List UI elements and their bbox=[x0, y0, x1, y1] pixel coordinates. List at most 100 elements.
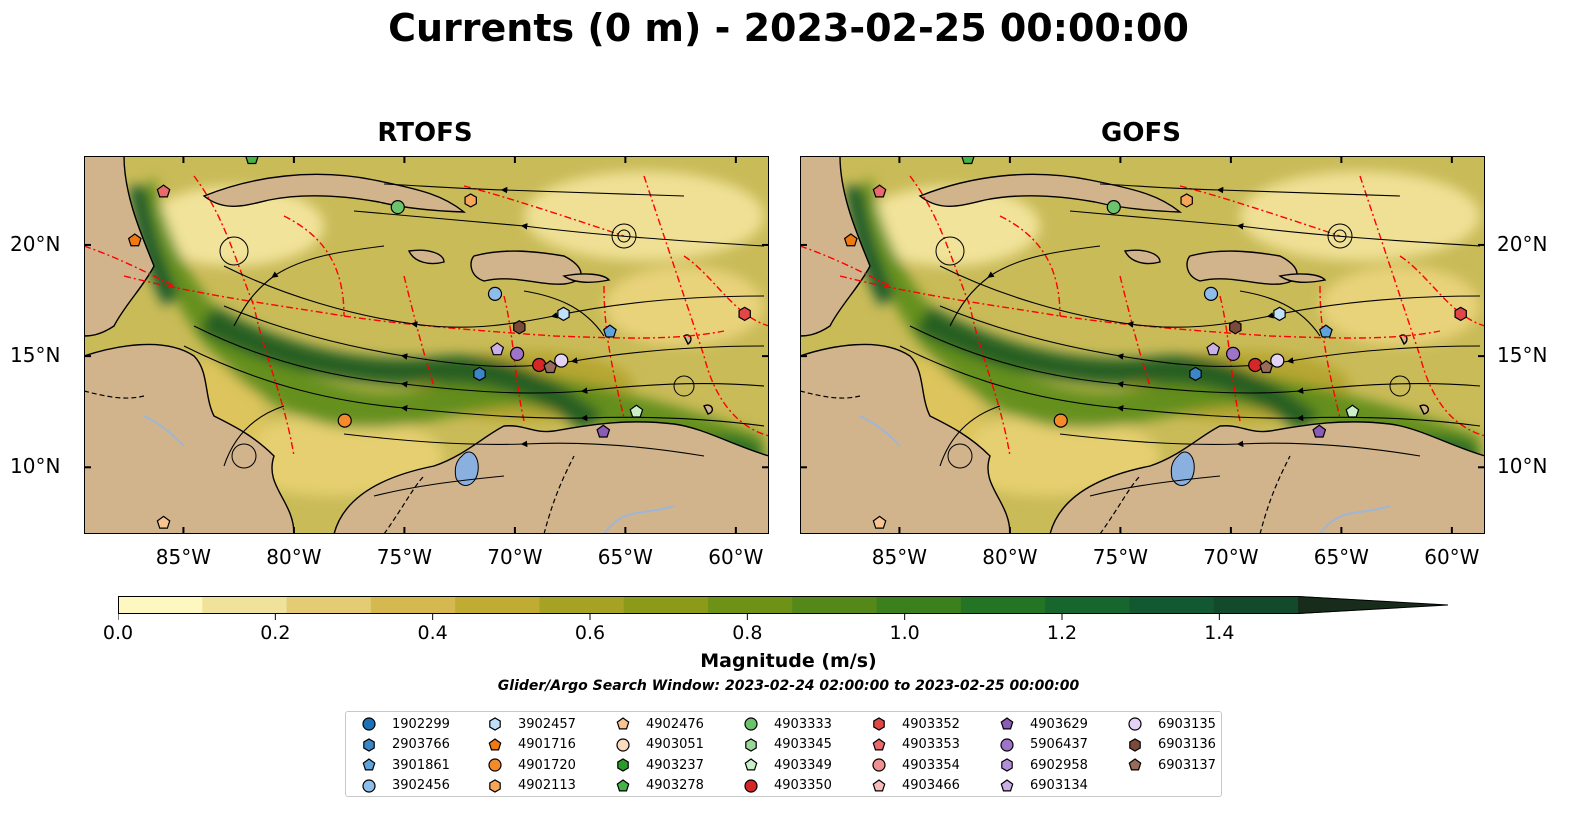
lon-tick-label: 75°W bbox=[1092, 545, 1148, 569]
colorbar-tick-label: 0.4 bbox=[417, 622, 448, 644]
panel-title-rtofs: RTOFS bbox=[377, 118, 473, 148]
legend-label: 2903766 bbox=[392, 737, 450, 752]
colorbar-tick-label: 0.2 bbox=[260, 622, 291, 644]
legend-marker-icon bbox=[488, 737, 502, 750]
float-marker-4903352 bbox=[1454, 306, 1467, 322]
legend-item-4903349: 4903349 bbox=[742, 756, 832, 774]
float-marker-6903136 bbox=[513, 320, 526, 335]
legend-marker-icon bbox=[616, 737, 630, 752]
float-marker-4901716 bbox=[127, 233, 142, 247]
float-marker-3902456 bbox=[1203, 286, 1219, 301]
colorbar-bin bbox=[370, 596, 456, 614]
lat-tick-label-left: 15°N bbox=[10, 343, 61, 368]
colorbar bbox=[118, 596, 1449, 620]
lat-tick-label-right: 15°N bbox=[1497, 343, 1548, 368]
legend-label: 3902456 bbox=[392, 778, 450, 793]
float-marker-6903135 bbox=[1270, 353, 1285, 368]
legend-marker-icon bbox=[616, 717, 630, 730]
legend-marker-icon bbox=[744, 758, 758, 771]
legend-marker-icon bbox=[1001, 758, 1013, 772]
legend-label: 3902457 bbox=[518, 716, 576, 732]
float-marker-4902476 bbox=[872, 515, 887, 529]
colorbar-bin bbox=[286, 596, 372, 614]
legend-marker-icon bbox=[363, 737, 375, 752]
legend-item-5906437: 5906437 bbox=[998, 736, 1088, 754]
lon-tick-label: 85°W bbox=[871, 545, 928, 569]
legend-marker-shape bbox=[616, 717, 630, 730]
legend-marker-shape bbox=[1000, 778, 1014, 791]
legend-label: 4902113 bbox=[518, 778, 576, 793]
legend-item-6902958: 6902958 bbox=[998, 756, 1088, 774]
float-marker-4901720 bbox=[1053, 413, 1068, 428]
colorbar-bin bbox=[202, 596, 288, 614]
float-marker-4903352 bbox=[738, 306, 751, 322]
colorbar-tick-label: 0.6 bbox=[574, 622, 606, 644]
float-marker-6903135 bbox=[554, 353, 569, 368]
legend-marker-icon bbox=[362, 758, 376, 771]
legend-item-4901716: 4901716 bbox=[486, 736, 576, 754]
legend-label: 4903278 bbox=[646, 778, 704, 793]
legend-marker-icon bbox=[872, 758, 886, 772]
legend-item-3901861: 3901861 bbox=[360, 756, 450, 774]
legend-item-4903051: 4903051 bbox=[614, 736, 704, 754]
float-marker-6903134 bbox=[490, 342, 505, 356]
legend-item-1902299: 1902299 bbox=[360, 715, 450, 733]
lon-tick-label: 70°W bbox=[1203, 545, 1259, 569]
legend-marker-shape bbox=[872, 778, 886, 791]
legend-item-4902113: 4902113 bbox=[486, 777, 576, 795]
colorbar-tick-label: 1.4 bbox=[1204, 622, 1235, 644]
legend-item-3902457: 3902457 bbox=[486, 715, 576, 733]
legend-marker-icon bbox=[617, 758, 629, 772]
map-rtofs bbox=[84, 156, 769, 534]
legend-marker-shape bbox=[489, 778, 501, 793]
legend-marker-shape bbox=[1001, 758, 1013, 772]
legend-label: 4901716 bbox=[518, 737, 576, 752]
lat-tick-label-left: 20°N bbox=[10, 231, 61, 256]
legend-label: 4902476 bbox=[646, 716, 704, 732]
lon-tick-label: 65°W bbox=[1313, 545, 1369, 569]
colorbar-bin bbox=[708, 596, 793, 614]
float-marker-3901861 bbox=[1319, 324, 1333, 338]
legend-marker-shape bbox=[873, 717, 885, 731]
legend-marker-icon bbox=[1128, 717, 1142, 731]
legend-marker-icon bbox=[489, 778, 501, 793]
legend-marker-icon bbox=[362, 778, 376, 793]
legend-marker-shape bbox=[744, 778, 758, 793]
legend-marker-icon bbox=[488, 758, 502, 772]
legend-label: 4903353 bbox=[902, 737, 960, 752]
legend-marker-icon bbox=[1000, 737, 1014, 752]
legend-label: 4903345 bbox=[774, 737, 832, 752]
float-marker-6903136 bbox=[1229, 320, 1242, 335]
figure-title: Currents (0 m) - 2023-02-25 00:00:00 bbox=[388, 6, 1189, 50]
legend-label: 4903349 bbox=[774, 757, 832, 773]
legend-marker-shape bbox=[617, 758, 629, 772]
legend-marker-icon bbox=[1129, 737, 1141, 752]
float-marker-4902113 bbox=[1180, 193, 1193, 208]
colorbar-bin bbox=[960, 596, 1046, 614]
legend-item-6903135: 6903135 bbox=[1126, 715, 1216, 733]
legend-marker-shape bbox=[744, 758, 758, 771]
colorbar-tick-label: 1.0 bbox=[889, 622, 920, 644]
legend-marker-icon bbox=[1000, 717, 1014, 730]
legend-item-6903134: 6903134 bbox=[998, 777, 1088, 795]
colorbar-tick-label: 0.0 bbox=[102, 622, 134, 644]
float-marker-4903349 bbox=[629, 404, 644, 418]
float-marker-4903629 bbox=[1312, 424, 1327, 438]
legend-item-4903333: 4903333 bbox=[742, 715, 832, 733]
legend-marker-shape bbox=[362, 758, 376, 771]
legend-label: 6903134 bbox=[1030, 778, 1088, 793]
legend: 1902299 2903766 3901861 3902456 3902457 49017… bbox=[345, 711, 1222, 797]
legend-item-6903137: 6903137 bbox=[1126, 756, 1216, 774]
lon-tick-label: 80°W bbox=[266, 545, 322, 569]
legend-marker-icon bbox=[872, 737, 886, 750]
float-marker-3902457 bbox=[1273, 306, 1286, 322]
legend-item-4901720: 4901720 bbox=[486, 756, 576, 774]
legend-label: 4903354 bbox=[902, 757, 960, 773]
legend-label: 4903051 bbox=[646, 737, 704, 752]
legend-marker-icon bbox=[744, 717, 758, 731]
colorbar-bin bbox=[1213, 596, 1299, 614]
colorbar-bin bbox=[876, 596, 962, 614]
float-marker-6903134 bbox=[1206, 342, 1221, 356]
lon-tick-label: 80°W bbox=[982, 545, 1038, 569]
float-marker-3902456 bbox=[487, 286, 503, 301]
